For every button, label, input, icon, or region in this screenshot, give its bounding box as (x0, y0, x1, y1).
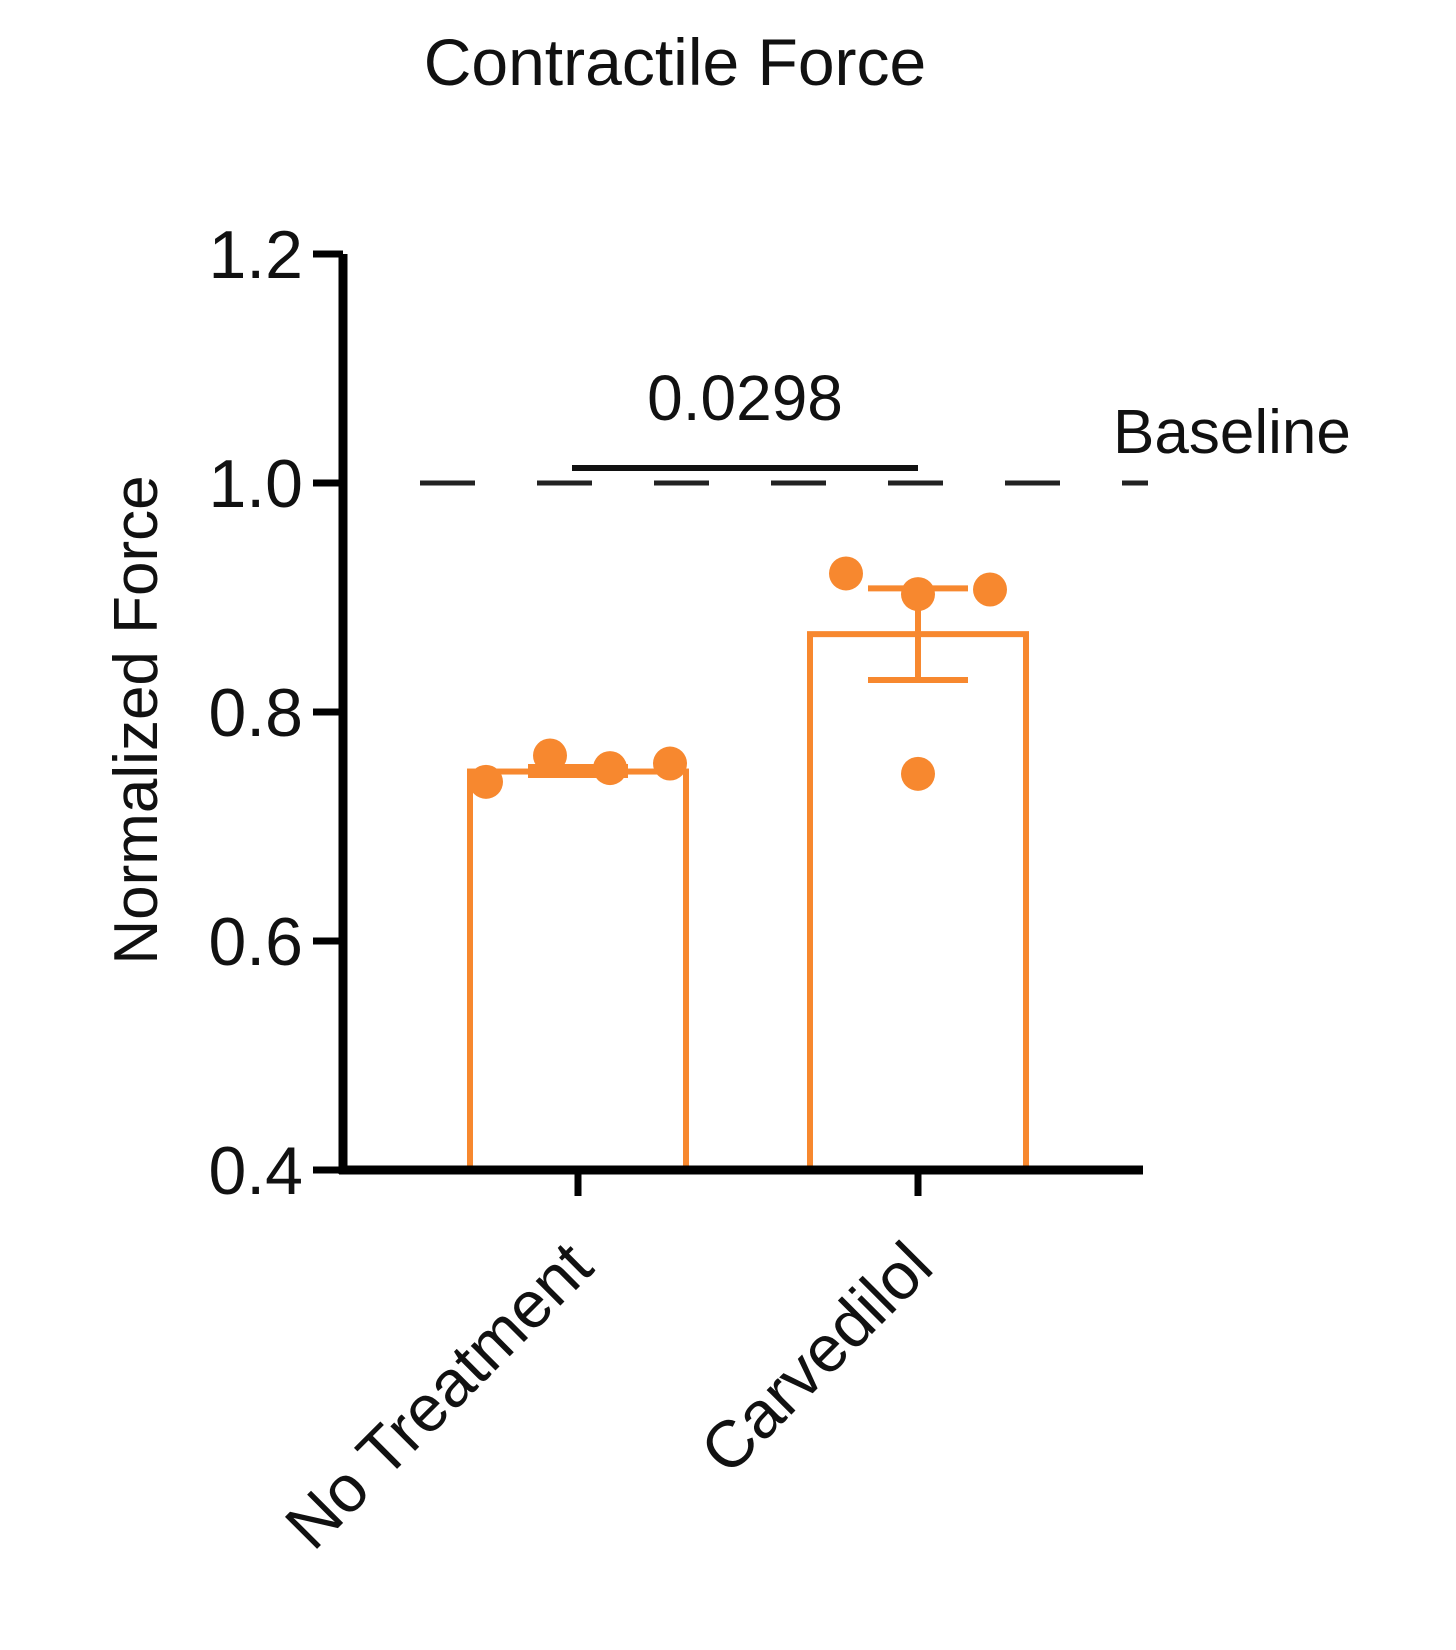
significance-annotation: 0.0298 (572, 362, 918, 471)
point-0-3 (653, 746, 687, 781)
baseline-label: Baseline (1113, 398, 1351, 467)
y-axis-ticks: 0.4 0.6 0.8 1.0 1.2 (208, 217, 343, 1209)
x-axis-ticks: No Treatment Carvedilol (271, 1170, 946, 1563)
point-1-0 (829, 556, 863, 591)
bar-1 (807, 631, 1029, 1173)
chart-title: Contractile Force (424, 25, 927, 99)
point-0-0 (469, 764, 503, 799)
point-0-1 (533, 738, 567, 773)
y-axis-label: Normalized Force (102, 475, 171, 964)
point-1-1 (901, 577, 935, 612)
point-1-2 (973, 572, 1007, 607)
y-tick-label-0: 0.4 (208, 1133, 303, 1209)
y-tick-label-3: 1.0 (208, 446, 303, 522)
p-value-label: 0.0298 (647, 362, 843, 434)
error-bars (528, 585, 968, 778)
baseline-reference: Baseline (420, 398, 1351, 486)
x-tick-label-0: No Treatment (271, 1228, 606, 1563)
y-tick-label-1: 0.6 (208, 904, 303, 980)
point-0-2 (593, 751, 627, 786)
data-points (469, 556, 1007, 799)
y-tick-label-4: 1.2 (208, 217, 303, 293)
bars (467, 631, 1029, 1173)
y-tick-label-2: 0.8 (208, 675, 303, 751)
point-1-3 (901, 756, 935, 791)
x-tick-label-1: Carvedilol (686, 1228, 946, 1488)
bar-0 (467, 768, 689, 1173)
